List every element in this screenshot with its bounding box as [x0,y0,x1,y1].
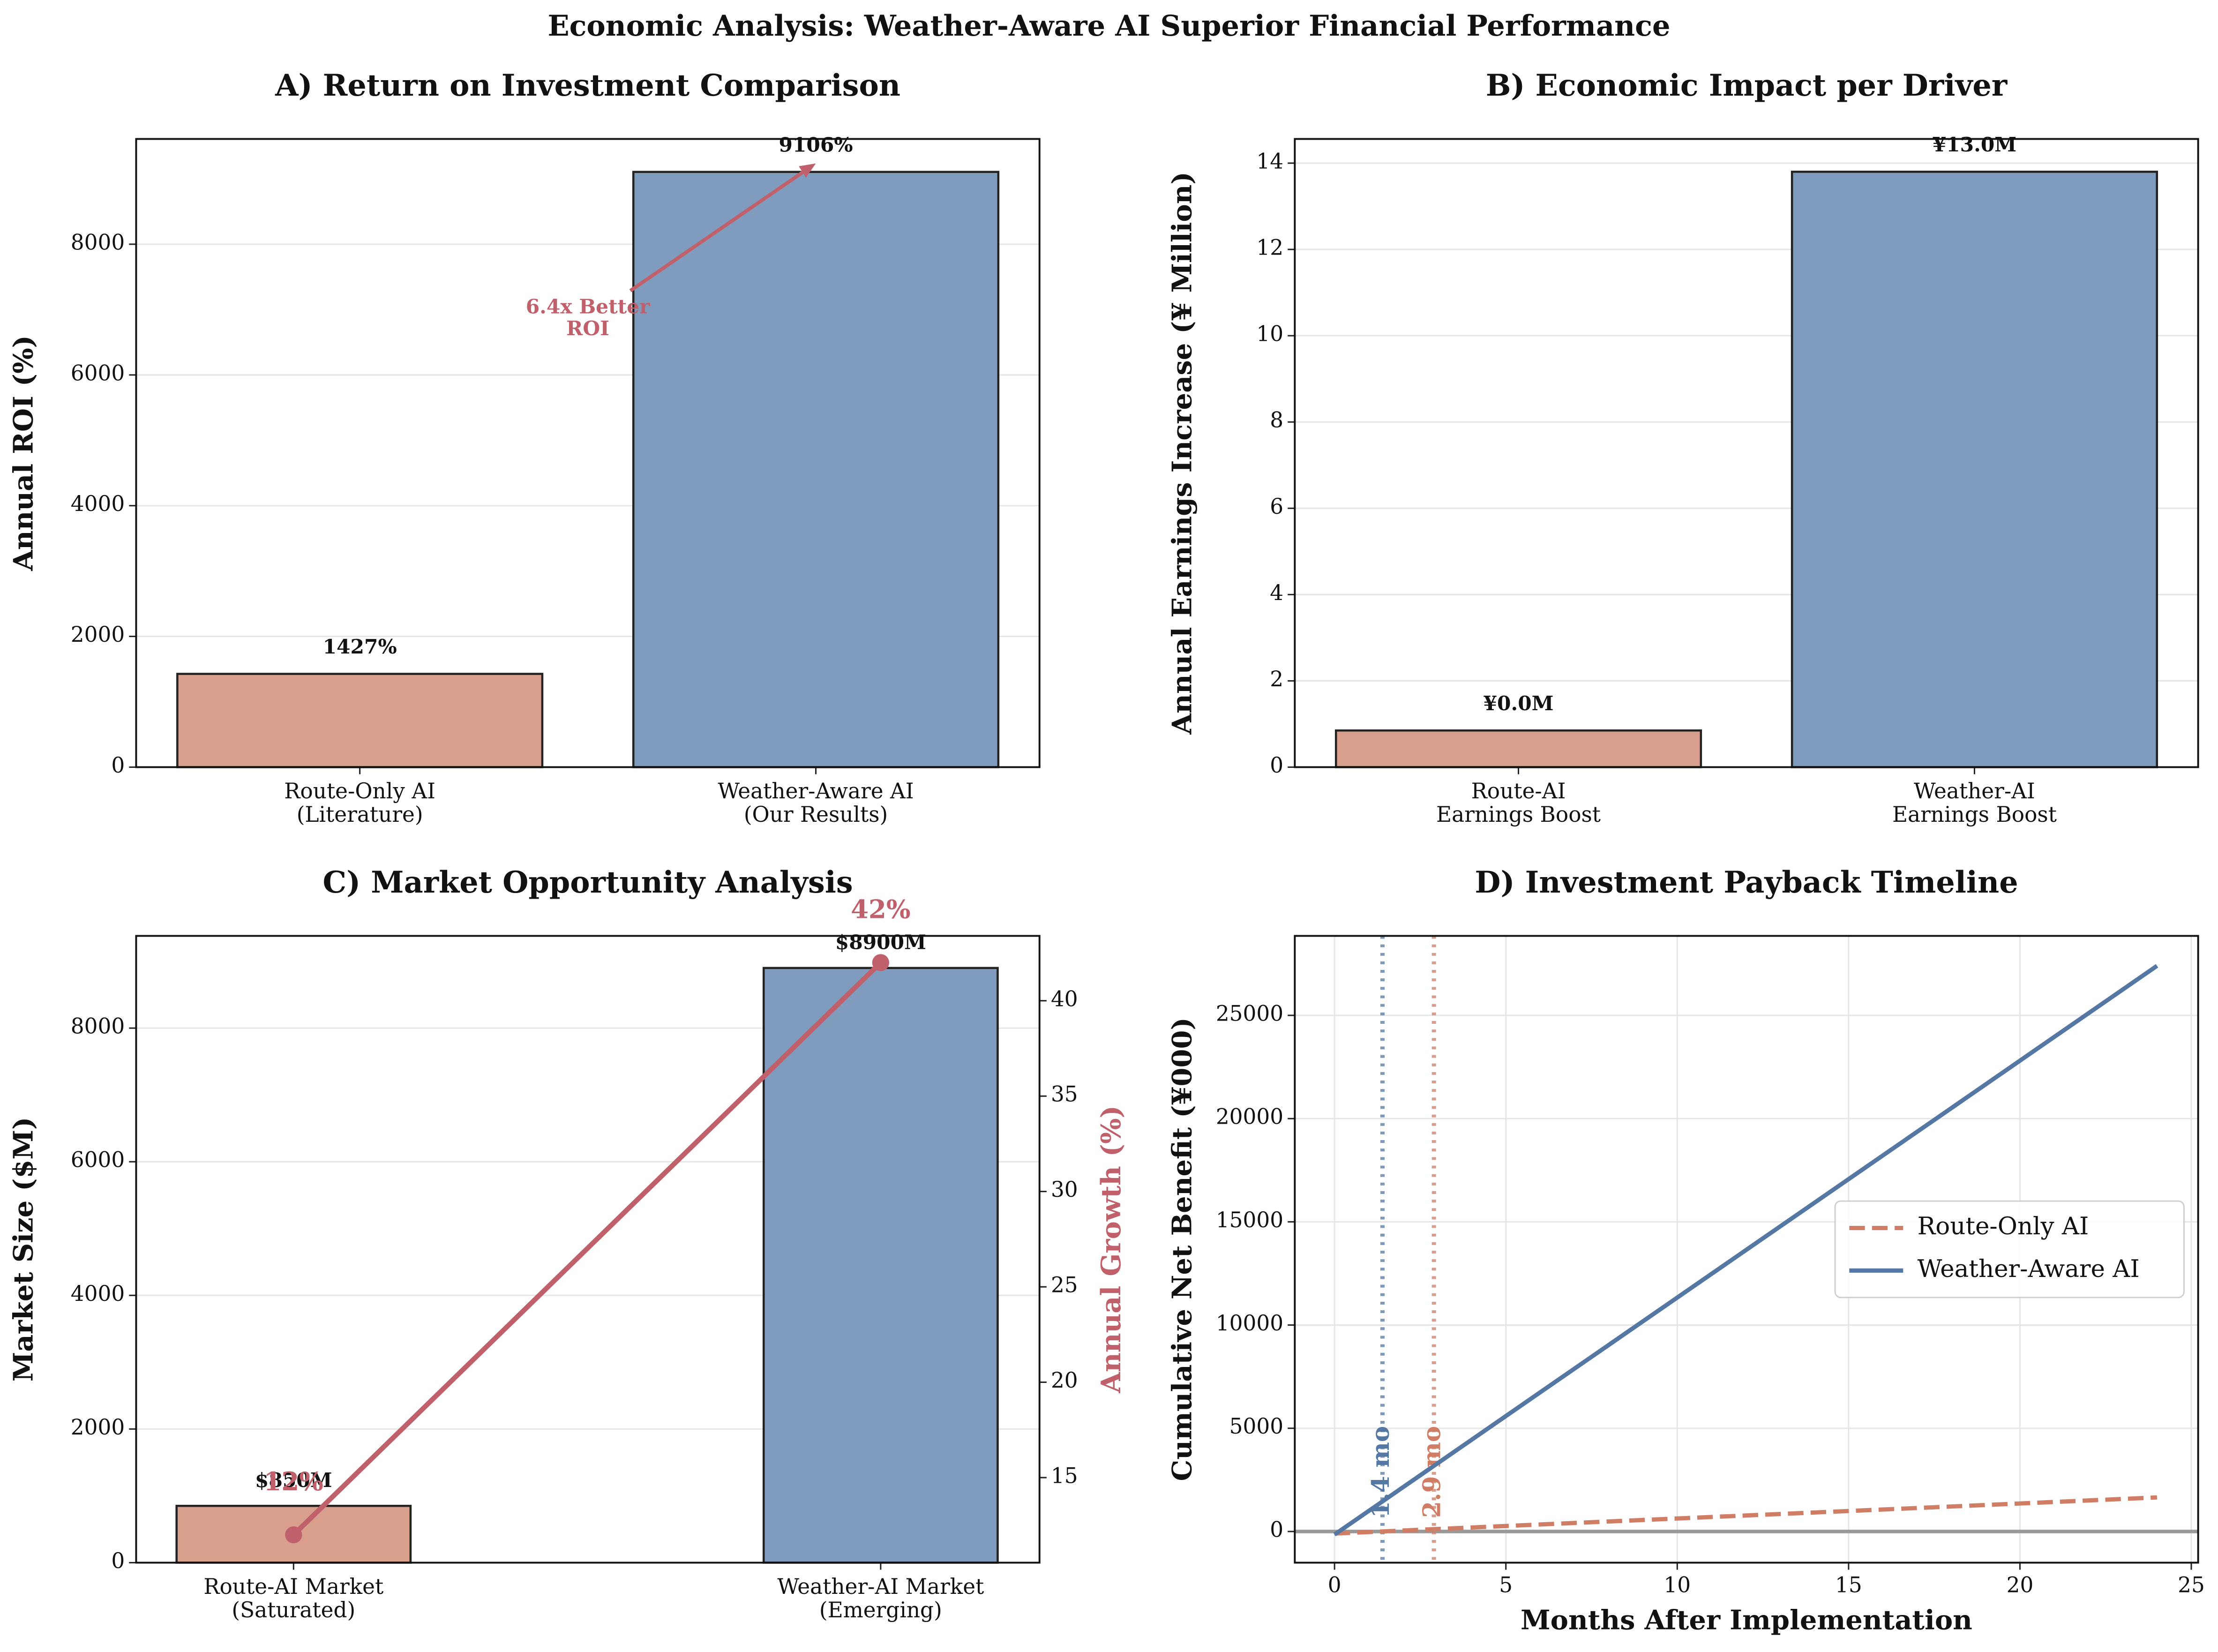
y-tick-label: 4000 [71,1281,125,1306]
growth-marker [285,1526,302,1544]
y-tick-label: 6 [1270,494,1283,519]
y-axis-label: Market Size ($M) [7,1117,39,1382]
value-label: 9106% [779,133,853,156]
x-tick-label: 0 [1328,1572,1341,1597]
value-label: ¥0.0M [1484,691,1554,715]
y-tick-label: 6000 [71,360,125,385]
y2-axis-label: Annual Growth (%) [1095,1105,1127,1393]
bar [1334,729,1702,768]
plot-frame [135,935,1041,1564]
bar [632,171,1000,768]
x-tick-label: 25 [2178,1572,2205,1597]
x-tick-label: Route-AI Earnings Boost [1436,778,1601,826]
series-line [1334,1495,2158,1536]
y-axis-label: Annual ROI (%) [7,335,39,571]
y-tick-label: 0 [1270,1517,1283,1542]
y-tick-label: 20000 [1216,1104,1283,1129]
y-tick-label: 10000 [1216,1311,1283,1336]
bar [1791,171,2158,768]
y-tick-label: 2000 [71,1415,125,1440]
y-tick-label: 8 [1270,408,1283,433]
series-line [1333,964,2158,1537]
y-tick-label: 8000 [71,1014,125,1039]
y-tick-label: 2 [1270,667,1283,691]
y-tick-label: 0 [111,1548,125,1573]
legend-box [1834,1200,2185,1299]
growth-label: 42% [851,894,910,924]
bar [176,673,544,768]
y-tick-label: 15 [1051,1463,1078,1488]
y-tick-label: 10 [1256,322,1283,346]
y-tick-label: 25000 [1216,1001,1283,1026]
legend-label: Route-Only AI [1918,1212,2089,1240]
arrow-head [799,163,816,178]
x-tick-label: Weather-Aware AI (Our Results) [718,778,914,826]
annotation: 6.4x Better ROI [526,294,650,340]
chart-title: A) Return on Investment Comparison [275,68,900,103]
value-label: 1427% [323,635,397,658]
bar [763,967,999,1564]
x-tick-label: Route-AI Market (Saturated) [203,1574,383,1622]
y-axis-label: Annual Earnings Increase (¥ Million) [1166,172,1198,735]
y-tick-label: 25 [1051,1273,1078,1298]
chart-title: D) Investment Payback Timeline [1475,864,2018,900]
y-tick-label: 40 [1051,986,1078,1011]
y-tick-label: 30 [1051,1177,1078,1202]
plot-frame [1294,138,2199,768]
x-tick-label: Weather-AI Earnings Boost [1892,778,2057,826]
value-label: ¥13.0M [1933,133,2016,156]
y-tick-label: 0 [1270,753,1283,778]
plot-frame [1294,935,2199,1564]
y-tick-label: 6000 [71,1148,125,1172]
y-tick-label: 5000 [1229,1414,1283,1439]
value-label: $8900M [835,930,926,954]
y-tick-label: 8000 [71,230,125,255]
y-tick-label: 2000 [71,622,125,647]
y-tick-label: 4 [1270,580,1283,605]
figure-title: Economic Analysis: Weather-Aware AI Supe… [547,9,1670,43]
growth-marker [872,954,890,971]
x-tick-label: 15 [1835,1572,1862,1597]
x-tick-label: 5 [1499,1572,1513,1597]
x-axis-label: Months After Implementation [1521,1604,1972,1636]
x-tick-label: 20 [2007,1572,2034,1597]
y-tick-label: 12 [1256,235,1283,260]
annotation-arrow [629,167,809,293]
x-tick-label: 10 [1664,1572,1691,1597]
value-label: $850M [255,1468,332,1492]
y-tick-label: 14 [1256,149,1283,173]
y-tick-label: 35 [1051,1082,1078,1107]
growth-line [292,961,883,1537]
y-tick-label: 0 [111,753,125,778]
x-tick-label: Route-Only AI (Literature) [284,778,435,826]
chart-title: C) Market Opportunity Analysis [323,864,853,900]
chart-title: B) Economic Impact per Driver [1486,68,2008,103]
legend-label: Weather-Aware AI [1918,1255,2140,1283]
growth-label: 12% [264,1466,323,1496]
plot-frame [135,138,1041,768]
y-tick-label: 4000 [71,491,125,516]
y-tick-label: 15000 [1216,1208,1283,1232]
y-axis-label: Cumulative Net Benefit (¥000) [1166,1017,1198,1481]
y-tick-label: 20 [1051,1368,1078,1393]
x-tick-label: Weather-AI Market (Emerging) [777,1574,984,1622]
